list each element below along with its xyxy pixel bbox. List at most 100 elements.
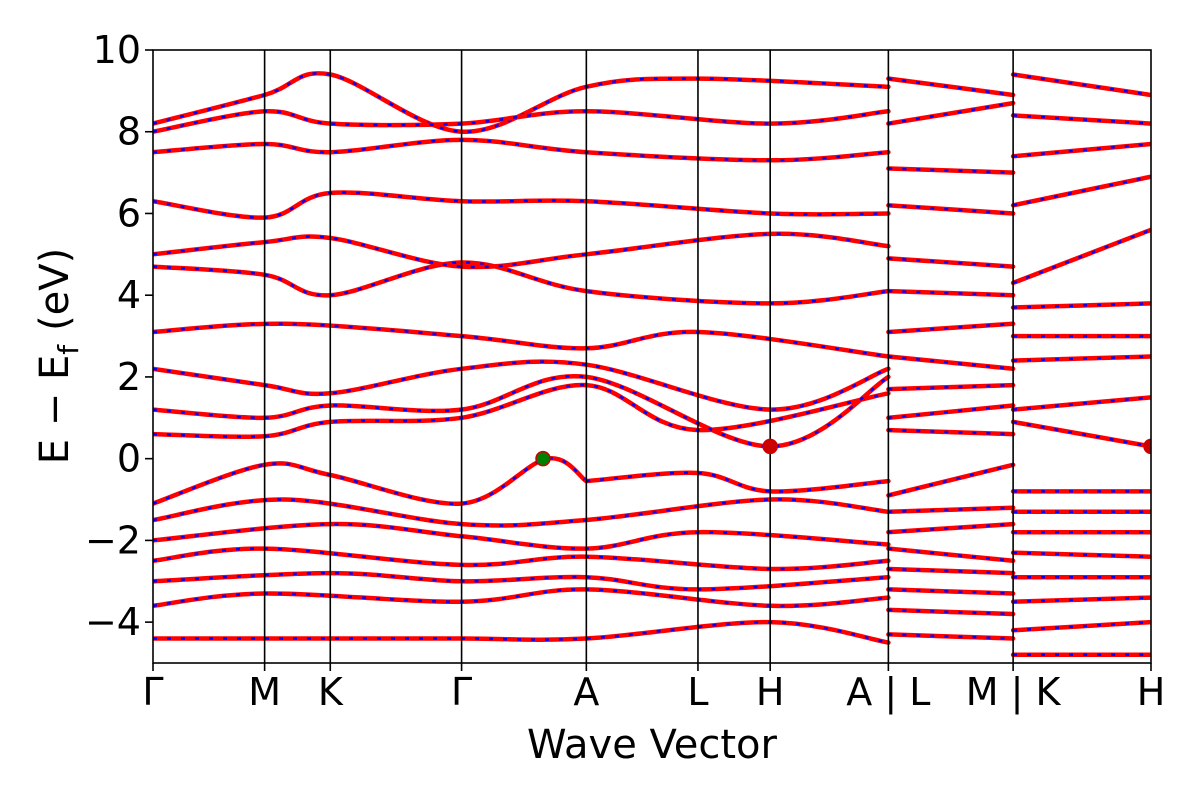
y-tick-label-2: 0 — [117, 437, 141, 481]
band-line-31 — [886, 288, 1016, 298]
band-line-12 — [153, 260, 891, 306]
x-tick-label-7: A | L — [846, 670, 930, 715]
band-line-5 — [153, 570, 891, 592]
y-axis-title: E − Ef (eV) — [32, 248, 85, 465]
band-overlay-14 — [153, 191, 889, 219]
band-line-6 — [153, 587, 891, 609]
band-overlay-19 — [888, 506, 1014, 514]
band-overlay-29 — [888, 355, 1014, 371]
cbm-marker-2 — [1143, 438, 1151, 455]
x-tick-label-1: M — [248, 670, 281, 714]
band-line-49 — [1010, 301, 1151, 310]
vbm-marker-0 — [535, 450, 551, 467]
band-line-18 — [886, 462, 1016, 498]
band-overlay-27 — [888, 404, 1014, 420]
x-tick-label-2: K — [318, 670, 344, 714]
band-overlay-5 — [153, 571, 889, 591]
band-overlay-0 — [153, 457, 588, 505]
band-line-20 — [886, 521, 1016, 535]
band-line-43 — [1010, 619, 1151, 633]
band-line-34 — [886, 166, 1016, 175]
band-overlay-43 — [1013, 620, 1151, 632]
y-tick-label-1: −2 — [85, 518, 141, 562]
band-line-25 — [886, 632, 1016, 641]
x-tick-label-4: A — [573, 670, 599, 714]
x-tick-label-0: Γ — [142, 670, 163, 714]
band-line-24 — [886, 607, 1016, 617]
y-axis-title-unit: (eV) — [32, 248, 78, 331]
band-line-3 — [153, 521, 891, 551]
y-tick-label-6: 8 — [117, 110, 141, 154]
high-symmetry-lines — [263, 50, 1014, 663]
band-line-19 — [886, 505, 1016, 515]
band-line-2 — [153, 497, 891, 528]
band-overlay-49 — [1013, 302, 1151, 309]
band-edge-markers — [535, 438, 1151, 467]
band-overlay-54 — [1012, 73, 1151, 97]
band-line-47 — [1010, 354, 1151, 363]
band-overlay-53 — [1013, 114, 1151, 125]
band-overlay-28 — [888, 383, 1014, 391]
band-line-46 — [1010, 395, 1151, 412]
band-overlay-23 — [888, 588, 1014, 595]
band-line-35 — [886, 100, 1016, 126]
band-overlay-3 — [153, 522, 889, 550]
band-line-28 — [886, 382, 1016, 392]
band-overlay-24 — [888, 608, 1014, 616]
band-overlay-45 — [1012, 420, 1151, 448]
band-overlay-52 — [1012, 142, 1151, 158]
band-overlay-34 — [888, 167, 1014, 174]
x-tick-label-3: Γ — [451, 670, 472, 714]
band-overlay-22 — [888, 567, 1014, 575]
band-line-27 — [886, 403, 1016, 421]
band-overlay-47 — [1013, 355, 1151, 362]
y-axis: −4 −2 0 2 4 6 8 10 — [85, 28, 153, 644]
band-line-15 — [153, 137, 891, 163]
band-overlay-30 — [888, 322, 1014, 334]
band-line-23 — [886, 587, 1016, 596]
band-overlay-21 — [888, 547, 1014, 563]
band-line-33 — [886, 203, 1016, 216]
x-tick-label-8: M | K — [966, 670, 1062, 715]
y-axis-title-main: E − E — [32, 355, 78, 465]
band-line-52 — [1010, 141, 1151, 159]
band-line-40 — [1010, 550, 1151, 559]
y-tick-label-0: −4 — [85, 600, 141, 644]
band-overlay-4 — [153, 547, 889, 571]
y-tick-label-3: 2 — [117, 355, 141, 399]
band-overlay-42 — [1013, 596, 1151, 603]
x-tick-label-6: H — [756, 670, 785, 714]
band-line-11 — [153, 321, 891, 359]
band-line-13 — [153, 231, 891, 270]
band-overlay-40 — [1013, 551, 1151, 558]
band-overlay-32 — [888, 257, 1014, 268]
y-tick-label-7: 10 — [93, 28, 141, 72]
band-overlay-46 — [1012, 396, 1151, 411]
x-tick-label-9: H — [1137, 670, 1166, 714]
band-overlay-25 — [888, 633, 1014, 640]
band-overlay-20 — [888, 522, 1014, 534]
band-line-42 — [1010, 595, 1151, 604]
band-line-54 — [1010, 72, 1151, 98]
x-axis-title: Wave Vector — [527, 722, 778, 768]
band-overlay-12 — [153, 261, 889, 305]
plot-frame — [152, 49, 1152, 664]
band-line-29 — [886, 354, 1016, 372]
band-line-36 — [886, 76, 1016, 98]
y-tick-label-5: 6 — [117, 191, 141, 235]
band-line-53 — [1010, 113, 1151, 126]
y-tick-label-4: 4 — [117, 273, 141, 317]
band-line-32 — [886, 256, 1016, 269]
band-line-22 — [886, 566, 1016, 576]
band-line-21 — [886, 546, 1016, 564]
band-overlay-26 — [888, 428, 1014, 436]
band-lines — [153, 71, 1151, 658]
band-line-4 — [153, 546, 891, 572]
band-overlay-1 — [586, 471, 889, 493]
band-line-30 — [886, 321, 1016, 335]
band-overlay-31 — [888, 289, 1014, 297]
x-tick-label-5: L — [687, 670, 708, 714]
y-axis-title-subscript: f — [52, 344, 85, 355]
